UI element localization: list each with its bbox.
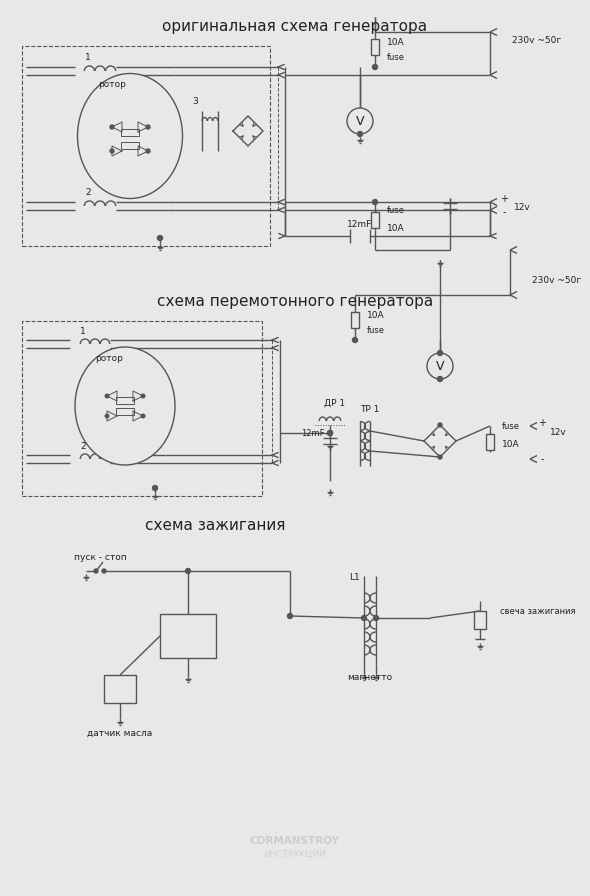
Text: +: + (500, 194, 508, 204)
Text: ДР 1: ДР 1 (324, 399, 346, 408)
Circle shape (110, 125, 114, 129)
Text: магнетто: магнетто (348, 674, 392, 683)
Text: 12mF: 12mF (348, 220, 373, 228)
Text: 3: 3 (192, 97, 198, 106)
Circle shape (287, 614, 293, 618)
Text: 1: 1 (80, 326, 86, 335)
Text: fuse: fuse (367, 325, 385, 334)
Bar (486, 434, 494, 450)
Text: 10A: 10A (387, 223, 405, 232)
Bar (474, 611, 486, 629)
Circle shape (358, 132, 362, 136)
Text: свеча зажигания: свеча зажигания (500, 607, 575, 616)
Circle shape (373, 616, 379, 621)
Bar (104, 675, 136, 703)
Circle shape (427, 353, 453, 379)
Circle shape (438, 455, 442, 459)
Circle shape (158, 236, 162, 240)
Text: V: V (356, 115, 364, 127)
Circle shape (372, 200, 378, 204)
Text: 10A: 10A (502, 440, 520, 449)
Text: fuse: fuse (502, 421, 520, 430)
Circle shape (105, 414, 109, 418)
Text: ротор: ротор (98, 80, 126, 89)
Text: 1: 1 (85, 53, 91, 62)
Circle shape (352, 338, 358, 342)
Text: -: - (502, 207, 506, 217)
Bar (116, 408, 134, 415)
Circle shape (372, 65, 378, 70)
Text: fuse: fuse (387, 205, 405, 214)
Circle shape (185, 568, 191, 573)
Text: схема зажигания: схема зажигания (145, 519, 285, 533)
Text: -: - (540, 454, 544, 464)
Text: 2: 2 (85, 187, 91, 196)
Circle shape (146, 125, 150, 129)
Text: 2: 2 (80, 442, 86, 451)
Text: ротор: ротор (95, 354, 123, 363)
Bar (371, 212, 379, 228)
Bar (121, 129, 139, 136)
Text: 12v: 12v (550, 427, 567, 436)
Ellipse shape (77, 73, 182, 199)
Circle shape (94, 569, 98, 573)
Text: 230v ~50г: 230v ~50г (512, 36, 561, 45)
Bar (160, 614, 216, 658)
Text: 10A: 10A (367, 311, 385, 320)
Text: 12mF: 12mF (301, 428, 325, 437)
Text: пуск - стоп: пуск - стоп (74, 553, 126, 562)
Text: +: + (538, 418, 546, 428)
Text: ТР 1: ТР 1 (360, 404, 380, 413)
Bar (22, 46, 270, 246)
Text: fuse: fuse (387, 53, 405, 62)
Circle shape (327, 430, 333, 435)
Circle shape (102, 569, 106, 573)
Bar (121, 142, 139, 149)
Bar (22, 321, 262, 496)
Circle shape (438, 376, 442, 382)
Text: CORMANSTROY: CORMANSTROY (250, 836, 340, 846)
Circle shape (438, 423, 442, 427)
Text: 230v ~50г: 230v ~50г (532, 275, 581, 285)
Circle shape (110, 149, 114, 153)
Circle shape (141, 394, 145, 398)
Bar (371, 39, 379, 55)
Text: оригинальная схема генератора: оригинальная схема генератора (162, 19, 428, 33)
Circle shape (152, 486, 158, 490)
Text: схема перемотонного генератора: схема перемотонного генератора (157, 294, 433, 308)
Bar (351, 312, 359, 328)
Circle shape (141, 414, 145, 418)
Circle shape (146, 149, 150, 153)
Circle shape (438, 350, 442, 356)
Text: V: V (436, 359, 444, 373)
Bar (116, 397, 134, 404)
Text: 12v: 12v (514, 202, 531, 211)
Ellipse shape (75, 347, 175, 465)
Circle shape (347, 108, 373, 134)
Text: 10A: 10A (387, 38, 405, 47)
Circle shape (362, 616, 366, 621)
Text: датчик масла: датчик масла (87, 728, 153, 737)
Text: ИНСТРУКЦИИ: ИНСТРУКЦИИ (264, 849, 326, 858)
Text: L1: L1 (350, 573, 360, 582)
Circle shape (105, 394, 109, 398)
Circle shape (327, 430, 333, 435)
